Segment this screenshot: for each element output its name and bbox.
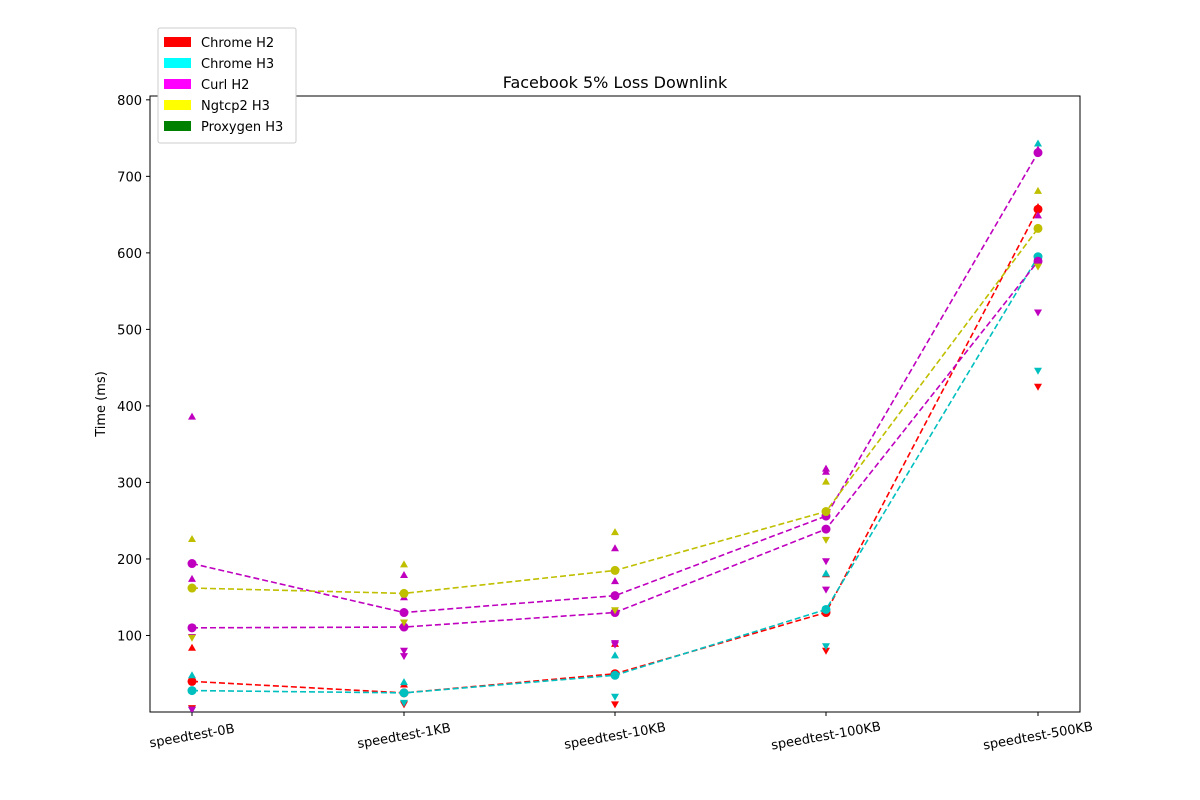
- legend: Chrome H2 Chrome H3 Curl H2 Ngtcp2 H3 Proxyg…: [157, 27, 297, 144]
- min-marker: [400, 699, 408, 707]
- legend-swatch: [164, 121, 191, 131]
- mean-point: [610, 670, 620, 680]
- mean-point: [821, 524, 831, 534]
- min-marker: [822, 558, 830, 566]
- min-marker: [1034, 309, 1042, 317]
- series-1: [187, 139, 1043, 714]
- max-marker: [611, 528, 619, 536]
- mean-point: [399, 688, 409, 698]
- y-tick-label: 600: [117, 247, 142, 262]
- max-marker: [188, 671, 196, 679]
- mean-point: [821, 507, 831, 517]
- mean-point: [399, 622, 409, 632]
- min-marker: [400, 647, 408, 655]
- series-layer: [187, 139, 1043, 714]
- max-marker: [188, 535, 196, 543]
- y-tick-label: 700: [117, 170, 142, 185]
- mean-point: [821, 604, 831, 614]
- mean-point: [187, 583, 197, 593]
- y-axis-label: Time (ms): [94, 371, 109, 438]
- min-marker: [822, 586, 830, 594]
- mean-point: [187, 676, 197, 686]
- series-line: [191, 152, 1039, 614]
- x-tick-label: speedtest-500KB: [982, 719, 1094, 753]
- plot-frame: [149, 95, 1081, 713]
- y-tick-label: 500: [117, 323, 142, 338]
- chart-title: Facebook 5% Loss Downlink: [503, 73, 728, 92]
- legend-swatch: [164, 79, 191, 89]
- x-tick-label: speedtest-1KB: [356, 721, 452, 752]
- max-marker: [611, 577, 619, 585]
- series-4: [187, 186, 1043, 642]
- max-marker: [1034, 139, 1042, 147]
- mean-point: [610, 565, 620, 575]
- max-marker: [188, 643, 196, 651]
- legend-swatch: [164, 58, 191, 68]
- min-marker: [188, 634, 196, 642]
- y-tick-label: 100: [117, 629, 142, 644]
- mean-point: [399, 588, 409, 598]
- legend-label: Proxygen H3: [201, 120, 283, 135]
- min-marker: [611, 641, 619, 649]
- y-tick-label: 300: [117, 476, 142, 491]
- x-tick-label: speedtest-100KB: [770, 719, 882, 753]
- min-marker: [611, 693, 619, 701]
- min-marker: [822, 643, 830, 651]
- max-marker: [611, 651, 619, 659]
- max-marker: [822, 569, 830, 577]
- max-marker: [400, 560, 408, 568]
- y-tick-label: 800: [117, 94, 142, 109]
- max-marker: [611, 544, 619, 552]
- min-marker: [822, 536, 830, 544]
- min-marker: [1034, 263, 1042, 271]
- y-tick-label: 200: [117, 553, 142, 568]
- legend-label: Ngtcp2 H3: [201, 99, 270, 114]
- max-marker: [400, 571, 408, 579]
- min-marker: [400, 653, 408, 661]
- y-tick-label: 400: [117, 400, 142, 415]
- max-marker: [400, 678, 408, 686]
- min-marker: [400, 619, 408, 627]
- max-marker: [1034, 145, 1042, 153]
- max-marker: [1034, 186, 1042, 194]
- min-marker: [188, 706, 196, 714]
- legend-label: Curl H2: [201, 78, 249, 93]
- x-tick-label: speedtest-10KB: [563, 720, 667, 753]
- mean-point: [187, 623, 197, 633]
- plot-area: [149, 95, 1081, 713]
- legend-swatch: [164, 100, 191, 110]
- min-marker: [1034, 259, 1042, 267]
- legend-label: Chrome H2: [201, 36, 274, 51]
- mean-point: [610, 591, 620, 601]
- mean-point: [1033, 223, 1043, 233]
- max-marker: [822, 477, 830, 485]
- max-marker: [1034, 211, 1042, 219]
- max-marker: [822, 464, 830, 472]
- min-marker: [611, 701, 619, 709]
- legend-label: Chrome H3: [201, 57, 274, 72]
- legend-frame: [157, 27, 297, 144]
- mean-point: [399, 608, 409, 618]
- min-marker: [1034, 367, 1042, 375]
- min-marker: [611, 607, 619, 615]
- max-marker: [1034, 202, 1042, 210]
- series-3: [187, 145, 1043, 661]
- mean-point: [187, 559, 197, 569]
- max-marker: [188, 574, 196, 582]
- x-tick-label: speedtest-0B: [148, 722, 235, 752]
- max-marker: [188, 412, 196, 420]
- min-marker: [822, 647, 830, 655]
- min-marker: [1034, 383, 1042, 391]
- mean-point: [187, 686, 197, 696]
- legend-swatch: [164, 37, 191, 47]
